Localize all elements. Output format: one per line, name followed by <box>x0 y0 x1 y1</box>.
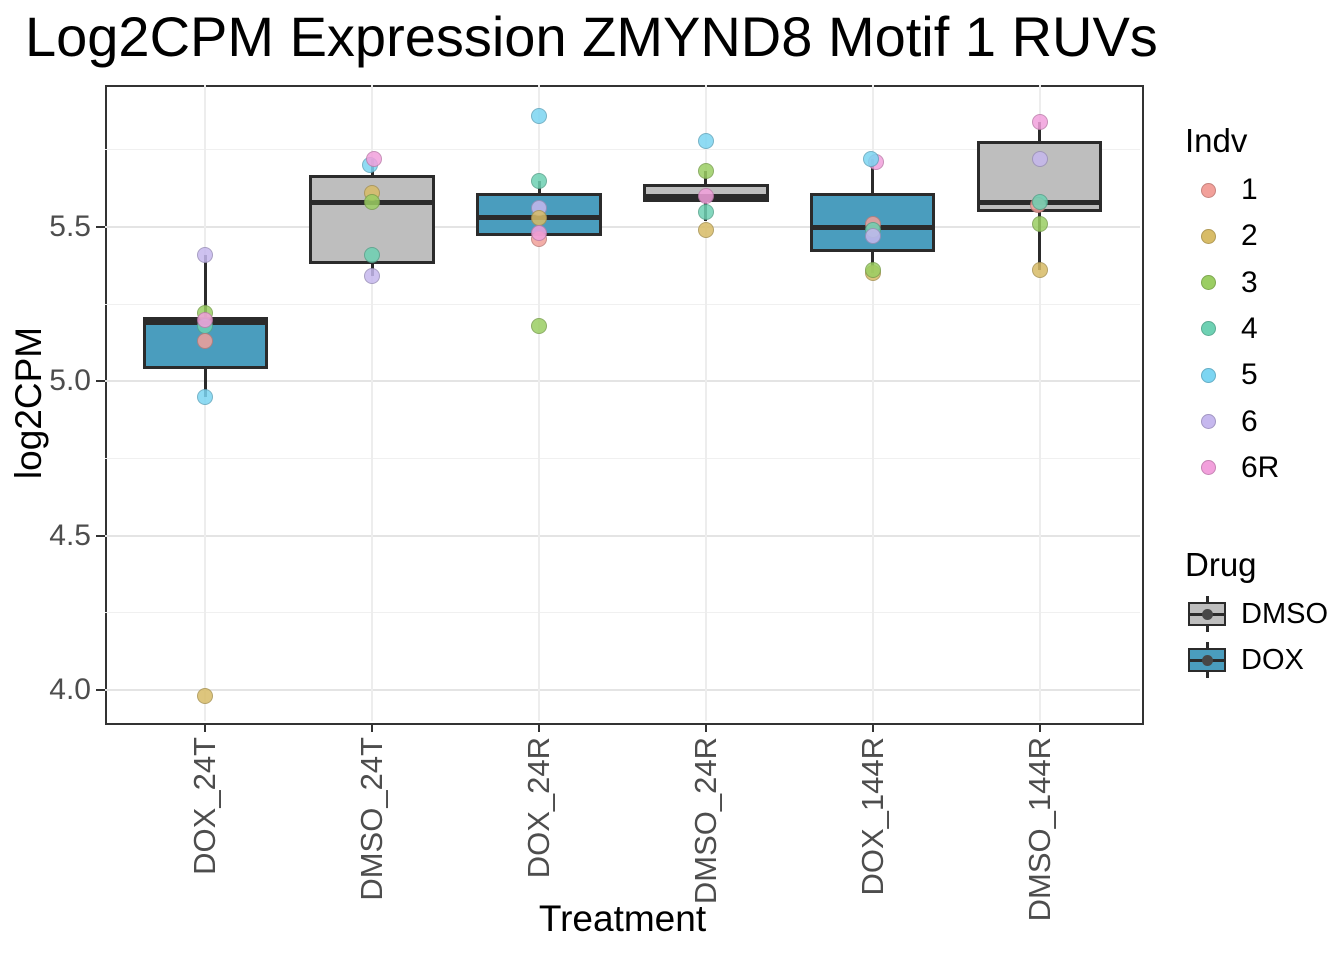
x-tick-label-DMSO_144R: DMSO_144R <box>1021 737 1057 922</box>
y-tick <box>96 689 105 692</box>
point-DMSO_24T-indv-4 <box>364 246 381 263</box>
point-DOX_24R-indv-6R <box>531 225 548 242</box>
legend-indv-label-2: 2 <box>1241 219 1258 253</box>
point-DOX_24T-indv-6 <box>197 246 214 263</box>
point-DOX_24T-indv-6R <box>197 311 214 328</box>
point-DMSO_144R-indv-4 <box>1031 194 1048 211</box>
point-DMSO_144R-indv-3 <box>1031 215 1048 232</box>
x-tick-label-DMSO_24R: DMSO_24R <box>687 737 723 905</box>
x-tick <box>704 723 707 732</box>
point-DOX_24T-indv-5 <box>197 388 214 405</box>
whisker-upper-DMSO_144R <box>1038 122 1042 141</box>
x-gridline <box>871 85 874 721</box>
y-tick-label: 5.0 <box>49 364 91 398</box>
point-DMSO_24T-indv-3 <box>364 194 381 211</box>
legend-indv-swatch-6R <box>1201 460 1216 476</box>
point-DMSO_24R-indv-5 <box>697 132 714 149</box>
x-tick <box>871 723 874 732</box>
whisker-lower-DOX_24T <box>203 369 207 397</box>
y-gridline-major <box>105 534 1140 537</box>
legend-indv-label-6R: 6R <box>1241 450 1280 484</box>
whisker-upper-DOX_24T <box>203 254 207 317</box>
x-tick-label-DOX_24R: DOX_24R <box>521 737 557 879</box>
x-tick <box>538 723 541 732</box>
point-DMSO_24R-indv-3 <box>697 163 714 180</box>
y-tick-label: 4.0 <box>49 673 91 707</box>
point-DMSO_24T-indv-6R <box>366 151 383 168</box>
point-DOX_24T-indv-1 <box>197 333 214 350</box>
y-tick <box>96 534 105 537</box>
legend-drug-key-DMSO <box>1188 596 1226 632</box>
y-tick-label: 4.5 <box>49 518 91 552</box>
x-axis-title: Treatment <box>538 898 707 939</box>
legend-indv-label-1: 1 <box>1241 173 1258 206</box>
y-gridline-major <box>105 380 1140 383</box>
legend-indv-label-4: 4 <box>1241 311 1258 345</box>
point-DMSO_144R-indv-2 <box>1031 262 1048 279</box>
legend-drug-key-DOX <box>1188 642 1226 678</box>
point-DOX_144R-indv-3 <box>864 262 881 279</box>
point-DOX_24R-indv-5 <box>531 107 548 124</box>
legend-indv-title: Indv <box>1185 122 1248 159</box>
whisker-upper-DOX_144R <box>871 159 875 194</box>
legend-indv-swatch-1 <box>1201 182 1216 198</box>
y-gridline-minor <box>105 303 1140 305</box>
legend-indv-swatch-5 <box>1201 367 1216 383</box>
legend-indv-label-3: 3 <box>1241 265 1258 299</box>
point-DMSO_24R-indv-4 <box>697 203 714 220</box>
legend-drug-label-DOX: DOX <box>1241 644 1304 676</box>
point-DMSO_24T-indv-6 <box>364 268 381 285</box>
legend-indv-swatch-6 <box>1201 414 1216 429</box>
plot-panel <box>105 85 1144 725</box>
legend-key-point <box>1201 608 1213 620</box>
point-DOX_24R-indv-3 <box>531 317 548 334</box>
point-DMSO_144R-indv-6 <box>1031 151 1048 168</box>
whisker-lower-DMSO_144R <box>1038 211 1042 271</box>
legend-indv-swatch-4 <box>1201 321 1216 337</box>
point-DOX_144R-indv-5 <box>862 151 879 168</box>
x-gridline <box>371 85 374 721</box>
y-gridline-minor <box>105 458 1140 460</box>
legend-indv-swatch-3 <box>1201 275 1216 291</box>
legend-drug-title: Drug <box>1185 546 1257 583</box>
x-tick-label-DOX_144R: DOX_144R <box>854 737 890 896</box>
y-axis-title: log2CPM <box>8 326 49 480</box>
y-gridline-minor <box>105 149 1140 151</box>
legend-key-point <box>1201 654 1213 666</box>
x-gridline <box>704 85 707 721</box>
point-DOX_24T-indv-2 <box>197 688 214 705</box>
x-tick <box>204 723 207 732</box>
y-gridline-minor <box>105 612 1140 614</box>
x-tick <box>371 723 374 732</box>
legend-indv-label-6: 6 <box>1241 404 1258 438</box>
point-DMSO_24R-indv-6R <box>697 188 714 205</box>
point-DMSO_24R-indv-2 <box>697 222 714 239</box>
x-tick <box>1038 723 1041 732</box>
x-gridline <box>1038 85 1041 721</box>
point-DOX_24R-indv-4 <box>531 172 548 189</box>
legend-drug-label-DMSO: DMSO <box>1241 598 1328 630</box>
y-gridline-major <box>105 689 1140 692</box>
y-tick <box>96 380 105 383</box>
legend-indv-label-5: 5 <box>1241 358 1258 392</box>
x-tick-label-DOX_24T: DOX_24T <box>187 737 223 875</box>
y-tick-label: 5.5 <box>49 210 91 244</box>
y-tick <box>96 226 105 229</box>
point-DOX_24R-indv-2 <box>531 209 548 226</box>
point-DMSO_144R-indv-6R <box>1031 114 1048 131</box>
y-gridline-major <box>105 226 1140 229</box>
legend-indv-swatch-2 <box>1201 228 1216 244</box>
chart-title: Log2CPM Expression ZMYND8 Motif 1 RUVs <box>25 5 1158 68</box>
point-DOX_144R-indv-6 <box>864 228 881 245</box>
x-gridline <box>538 85 541 721</box>
x-tick-label-DMSO_24T: DMSO_24T <box>354 737 390 901</box>
